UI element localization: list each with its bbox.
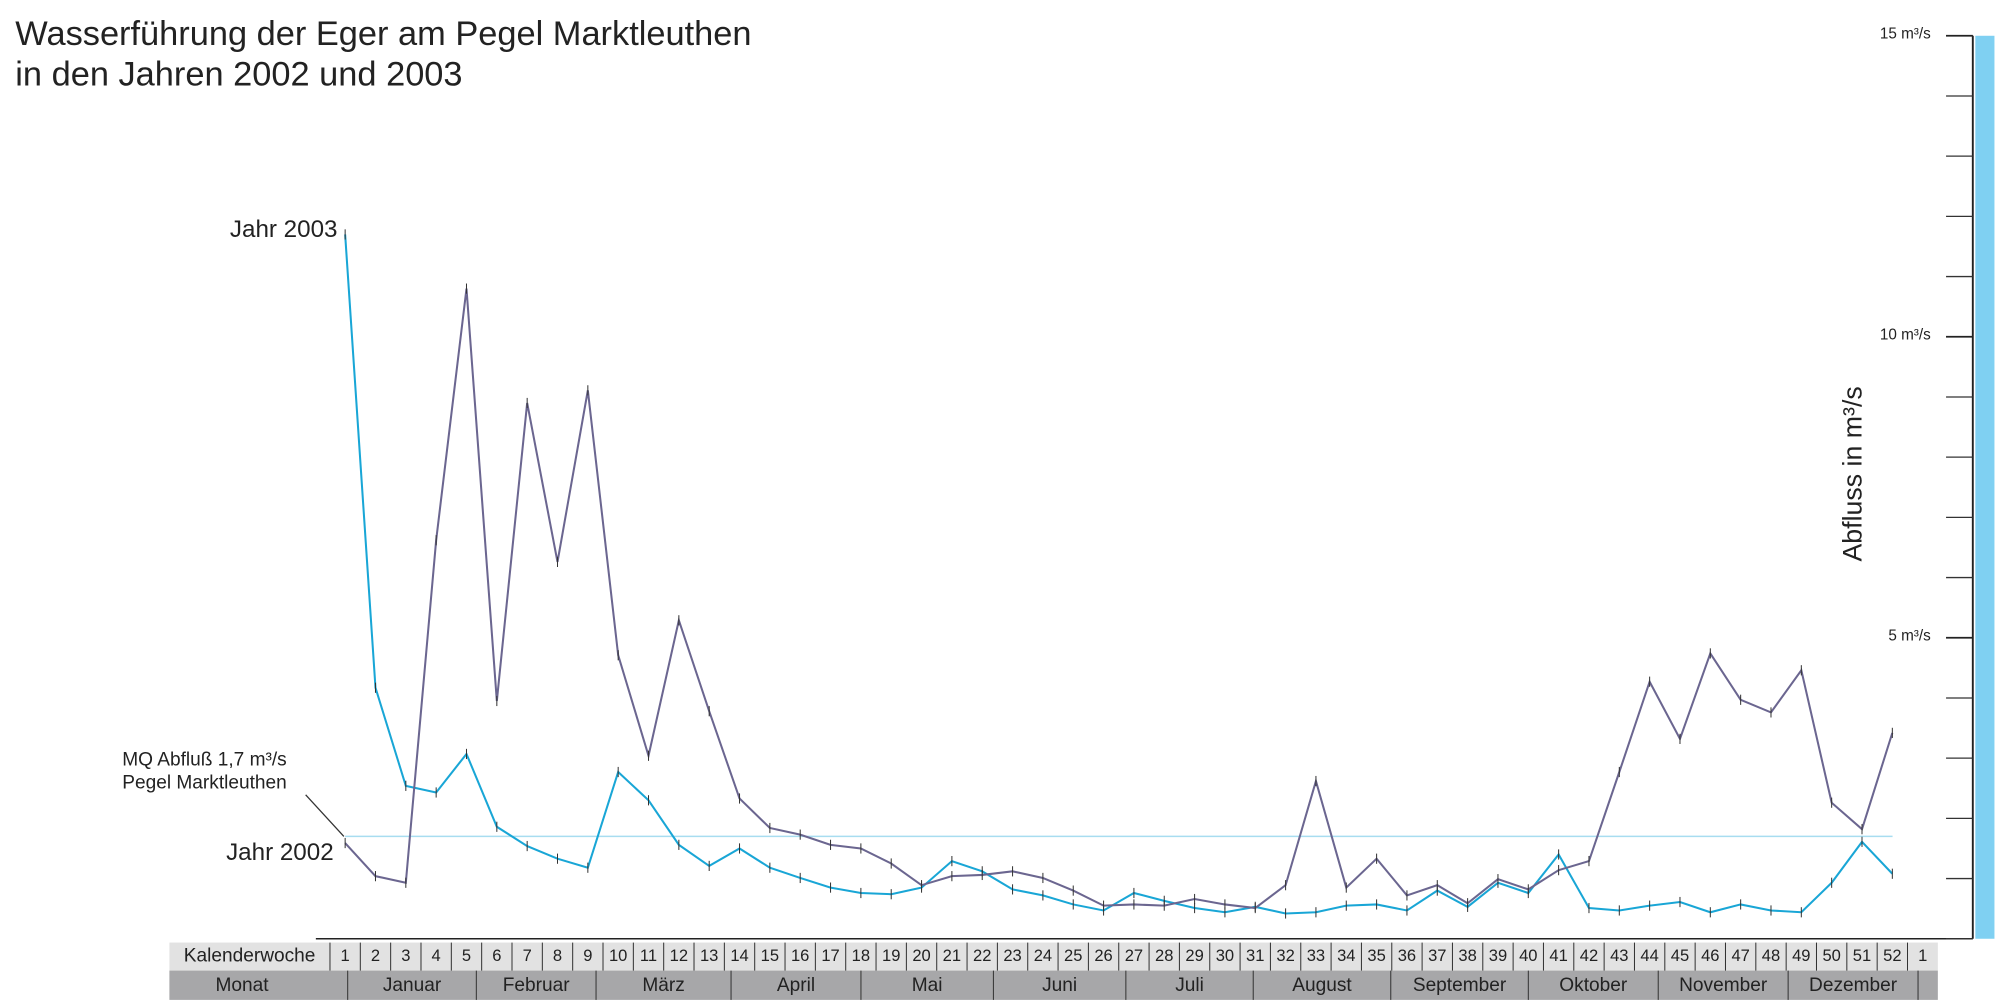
x-tick-label: 2 — [371, 946, 380, 965]
x-tick-label: 24 — [1034, 946, 1052, 965]
x-tick-label: 46 — [1701, 946, 1719, 965]
x-tick-label: 20 — [912, 946, 930, 965]
chart-title: Wasserführung der Eger am Pegel Marktleu… — [15, 15, 751, 53]
x-tick-label: 1 — [1918, 946, 1927, 965]
month-label: August — [1292, 975, 1352, 996]
x-tick-label: 48 — [1762, 946, 1780, 965]
x-tick-label: 5 — [462, 946, 471, 965]
row-label: Kalenderwoche — [184, 946, 316, 967]
series-line — [344, 234, 1894, 915]
x-tick-label: 42 — [1580, 946, 1598, 965]
x-tick-label: 38 — [1458, 946, 1476, 965]
month-label: September — [1413, 975, 1507, 996]
series-label: Jahr 2002 — [226, 839, 334, 866]
x-tick-label: 1 — [341, 946, 350, 965]
month-label: Januar — [383, 975, 442, 996]
month-label: Dezember — [1809, 975, 1898, 996]
month-label: Februar — [503, 975, 570, 996]
y-tick-label: 15 m³/s — [1880, 26, 1931, 43]
week-row — [169, 942, 1938, 971]
x-tick-label: 37 — [1428, 946, 1446, 965]
reference-label: MQ Abfluß 1,7 m³/s — [122, 749, 286, 770]
x-tick-label: 35 — [1367, 946, 1385, 965]
x-tick-label: 18 — [852, 946, 870, 965]
x-tick-label: 47 — [1731, 946, 1749, 965]
x-tick-label: 3 — [401, 946, 410, 965]
x-tick-label: 16 — [791, 946, 809, 965]
reference-label: Pegel Marktleuthen — [122, 772, 287, 793]
row-label: Monat — [215, 975, 269, 996]
x-tick-label: 39 — [1489, 946, 1507, 965]
x-tick-label: 27 — [1125, 946, 1143, 965]
x-tick-label: 10 — [609, 946, 627, 965]
x-tick-label: 49 — [1792, 946, 1810, 965]
x-tick-label: 23 — [1003, 946, 1021, 965]
x-tick-label: 32 — [1276, 946, 1294, 965]
x-tick-label: 50 — [1822, 946, 1840, 965]
x-tick-label: 15 — [761, 946, 779, 965]
x-tick-label: 45 — [1671, 946, 1689, 965]
x-tick-label: 26 — [1094, 946, 1112, 965]
month-label: April — [777, 975, 815, 996]
x-tick-label: 8 — [553, 946, 562, 965]
month-label: November — [1679, 975, 1768, 996]
x-tick-label: 17 — [821, 946, 839, 965]
x-tick-label: 13 — [700, 946, 718, 965]
month-label: Juni — [1042, 975, 1077, 996]
x-tick-label: 11 — [640, 946, 657, 965]
x-tick-label: 19 — [882, 946, 900, 965]
x-tick-label: 36 — [1398, 946, 1416, 965]
x-tick-label: 6 — [492, 946, 501, 965]
series-line — [344, 288, 1894, 910]
x-tick-label: 31 — [1246, 946, 1264, 965]
y-tick-label: 5 m³/s — [1888, 628, 1931, 645]
month-label: Juli — [1175, 975, 1204, 996]
x-tick-label: 25 — [1064, 946, 1082, 965]
month-label: März — [642, 975, 684, 996]
x-tick-label: 9 — [583, 946, 592, 965]
x-tick-label: 29 — [1185, 946, 1203, 965]
month-row — [169, 970, 1938, 1000]
x-tick-label: 43 — [1610, 946, 1628, 965]
month-label: Mai — [912, 975, 943, 996]
x-tick-label: 28 — [1155, 946, 1173, 965]
x-tick-label: 7 — [523, 946, 532, 965]
x-tick-label: 4 — [432, 946, 441, 965]
x-tick-label: 22 — [973, 946, 991, 965]
series-label: Jahr 2003 — [230, 216, 338, 243]
y-axis-label: Abfluss in m³/s — [1837, 386, 1867, 561]
month-label: Oktober — [1559, 975, 1628, 996]
y-tick-label: 10 m³/s — [1880, 327, 1931, 344]
x-tick-label: 51 — [1853, 946, 1871, 965]
x-tick-label: 33 — [1307, 946, 1325, 965]
x-tick-label: 30 — [1216, 946, 1234, 965]
chart-subtitle: in den Jahren 2002 und 2003 — [15, 56, 462, 94]
axis-band — [1975, 35, 1995, 939]
x-tick-label: 52 — [1883, 946, 1901, 965]
x-tick-label: 14 — [730, 946, 748, 965]
x-tick-label: 34 — [1337, 946, 1355, 965]
x-tick-label: 21 — [943, 946, 961, 965]
x-tick-label: 40 — [1519, 946, 1537, 965]
reference-leader — [305, 794, 345, 837]
x-tick-label: 12 — [670, 946, 688, 965]
x-tick-label: 44 — [1640, 946, 1658, 965]
x-tick-label: 41 — [1549, 946, 1567, 965]
